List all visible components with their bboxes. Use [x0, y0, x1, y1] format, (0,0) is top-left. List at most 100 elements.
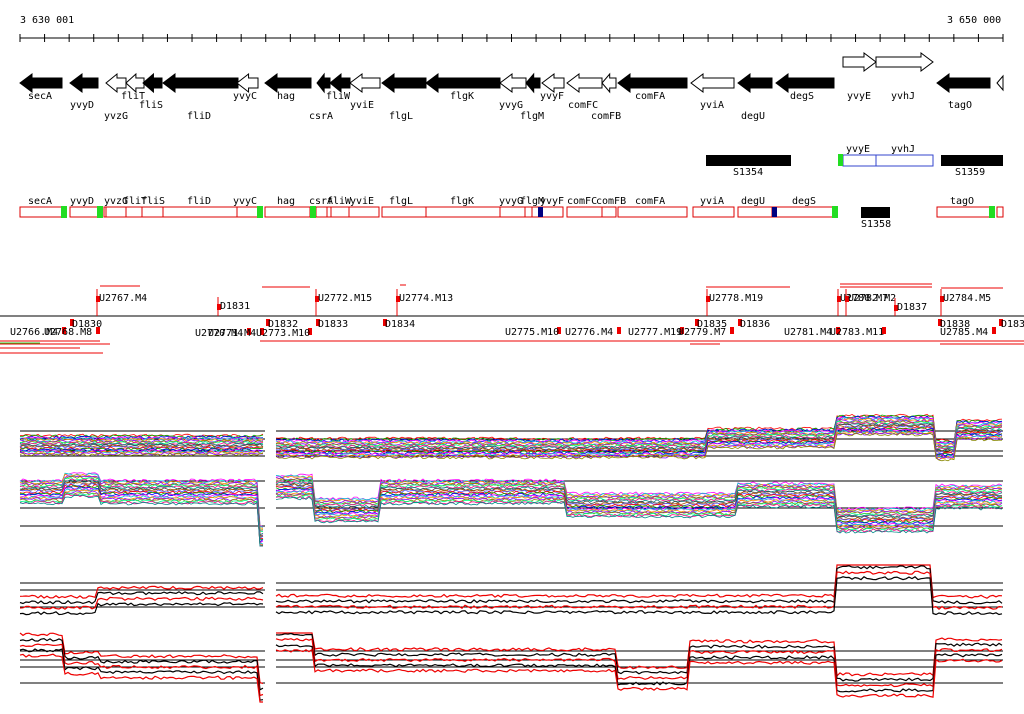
gene-arrow-flgK[interactable]: [425, 73, 501, 93]
feature-label-D1832[interactable]: D1832: [268, 319, 298, 330]
gene-arrow-comFC[interactable]: [566, 73, 603, 93]
gene-label-flgK: flgK: [450, 91, 474, 102]
transcription-unit-box[interactable]: [264, 206, 311, 218]
segment-label-S1354: S1354: [733, 167, 763, 178]
tu-label-yviA: yviA: [700, 196, 724, 207]
feature-label-U2766.M4[interactable]: U2766.M4: [10, 327, 58, 338]
feature-marker: [730, 327, 734, 334]
expression-series-line: [19, 491, 264, 547]
gene-arrow-yvyF[interactable]: [541, 73, 565, 93]
expression-series-line: [19, 450, 264, 455]
gene-arrow-comFB[interactable]: [601, 72, 617, 94]
gene-label-yvhJ: yvhJ: [891, 91, 915, 102]
feature-label-D1830[interactable]: D1830: [72, 319, 102, 330]
expression-series-line: [19, 490, 264, 547]
feature-label-U2785.M4[interactable]: U2785.M4: [940, 327, 988, 338]
gene-arrow-degU[interactable]: [737, 73, 773, 93]
transcription-unit-box[interactable]: [737, 206, 835, 218]
gene-label-degU: degU: [741, 111, 765, 122]
transcription-unit-box[interactable]: [566, 206, 617, 218]
gene-arrow-fliS[interactable]: [142, 72, 163, 94]
expression-series-line: [19, 643, 264, 697]
tu-label-comFA: comFA: [635, 196, 665, 207]
segment-S1354[interactable]: [706, 155, 791, 166]
tu-marker-green: [989, 206, 995, 218]
gene-arrow-degS[interactable]: [775, 73, 835, 93]
expression-series-line: [275, 432, 1003, 462]
gene-arrow-flgL[interactable]: [381, 73, 427, 93]
transcription-unit-box[interactable]: [69, 206, 99, 218]
feature-label-D1837[interactable]: D1837: [897, 302, 927, 313]
expression-series-line: [19, 433, 264, 438]
feature-label-U2781.M4[interactable]: U2781.M4: [784, 327, 832, 338]
feature-label-U2779.M7[interactable]: U2779.M7: [678, 327, 726, 338]
transcription-unit-box[interactable]: [936, 206, 991, 218]
expression-series-line: [275, 485, 1003, 523]
segment-label-S1358: S1358: [861, 219, 891, 230]
segment-track: yvyE yvhJ S1354 S1359 S1358: [706, 144, 1003, 230]
expression-series-line: [275, 480, 1003, 517]
feature-label-U2778.M19[interactable]: U2778.M19: [709, 293, 763, 304]
feature-label-D1833[interactable]: D1833: [318, 319, 348, 330]
feature-label-D1831[interactable]: D1831: [220, 301, 250, 312]
segment-S1359[interactable]: [941, 155, 1003, 166]
tu-marker-green: [61, 206, 67, 218]
feature-label-U2772.M15[interactable]: U2772.M15: [318, 293, 372, 304]
gene-arrow-yvyC[interactable]: [236, 72, 259, 94]
gene-arrow-partial[interactable]: [996, 74, 1004, 92]
transcription-unit-box[interactable]: [996, 206, 1004, 218]
gene-arrow-tagO[interactable]: [936, 73, 991, 93]
transcription-unit-box[interactable]: [381, 206, 533, 218]
tu-marker-green: [97, 206, 103, 218]
feature-label-U2767.M4[interactable]: U2767.M4: [99, 293, 147, 304]
feature-label-U2771.M4[interactable]: U2771.M4: [208, 328, 256, 339]
operon-box[interactable]: [842, 154, 934, 167]
feature-label-D183[interactable]: D183: [1001, 319, 1024, 330]
feature-label-D1835[interactable]: D1835: [697, 319, 727, 330]
transcription-unit-box[interactable]: [103, 206, 263, 218]
feature-label-U2783.M11[interactable]: U2783.M11: [830, 327, 884, 338]
gene-arrow-yvzG[interactable]: [105, 72, 127, 94]
gene-arrow-yviA[interactable]: [690, 73, 735, 93]
feature-label-D1834[interactable]: D1834: [385, 319, 415, 330]
feature-label-U2782.M2[interactable]: U2782.M2: [848, 293, 896, 304]
transcription-unit-box[interactable]: [19, 206, 63, 218]
feature-label-U2780.M7[interactable]: U2780.M7: [840, 293, 888, 304]
gene-arrow-fliT[interactable]: [125, 72, 145, 94]
gene-arrow-fliD[interactable]: [162, 73, 239, 93]
transcription-unit-box[interactable]: [692, 206, 735, 218]
expression-series-line: [19, 591, 264, 605]
gene-arrow-yvyD[interactable]: [69, 73, 99, 93]
tu-label-tagO: tagO: [950, 196, 974, 207]
feature-label-U2774.M13[interactable]: U2774.M13: [399, 293, 453, 304]
transcription-unit-box[interactable]: [531, 206, 564, 218]
transcription-unit-box[interactable]: [315, 206, 380, 218]
expression-series-line: [19, 494, 263, 547]
transcription-unit-box[interactable]: [617, 206, 688, 218]
feature-label-U2773.M10[interactable]: U2773.M10: [256, 328, 310, 339]
feature-label-U2775.M10[interactable]: U2775.M10: [505, 327, 559, 338]
feature-label-D1838[interactable]: D1838: [940, 319, 970, 330]
tu-label-degS: degS: [792, 196, 816, 207]
gene-arrow-secA[interactable]: [19, 73, 63, 93]
gene-arrow-csrA[interactable]: [316, 72, 331, 94]
feature-label-U2776.M4[interactable]: U2776.M4: [565, 327, 613, 338]
operon-label-2: yvhJ: [891, 144, 915, 155]
gene-arrow-fliW[interactable]: [329, 72, 351, 94]
gene-arrow-comFA[interactable]: [617, 73, 688, 93]
gene-arrow-flgM[interactable]: [525, 72, 541, 94]
feature-label-U2777.M19[interactable]: U2777.M19: [628, 327, 682, 338]
feature-label-U2770.M4[interactable]: U2770.M4: [195, 328, 243, 339]
gene-arrow-yvyE[interactable]: [842, 52, 877, 72]
feature-label-D1836[interactable]: D1836: [740, 319, 770, 330]
feature-marker: [316, 319, 320, 326]
expression-series-line: [19, 653, 263, 703]
feature-label-U2784.M5[interactable]: U2784.M5: [943, 293, 991, 304]
segment-S1358[interactable]: [861, 207, 890, 218]
gene-arrow-hag[interactable]: [264, 73, 312, 93]
gene-arrow-yviE[interactable]: [349, 73, 381, 93]
feature-marker: [557, 327, 561, 334]
feature-label-U2768.M8[interactable]: U2768.M8: [44, 327, 92, 338]
gene-arrow-yvhJ[interactable]: [875, 52, 934, 72]
gene-arrow-yvyG[interactable]: [499, 73, 527, 93]
